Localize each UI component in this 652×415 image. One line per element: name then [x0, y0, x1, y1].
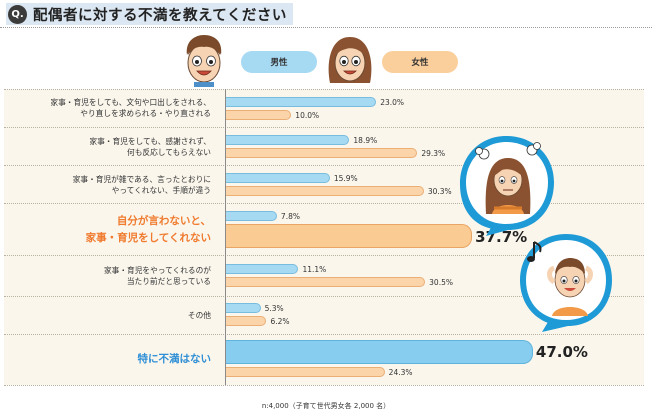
value-label-male: 11.1%	[302, 265, 327, 274]
bar-male	[226, 173, 330, 183]
bar-male	[226, 135, 350, 145]
row-separator	[4, 334, 644, 335]
value-label-female: 10.0%	[295, 111, 320, 120]
anger-puff-icon	[475, 142, 541, 160]
bar-female	[226, 367, 385, 377]
category-label: 家事・育児が雑である、言ったとおりに やってくれない、手順が違う	[72, 175, 211, 195]
bar-female	[226, 224, 473, 248]
annoyed-woman-icon	[485, 158, 531, 214]
value-label-male: 5.3%	[264, 304, 284, 313]
legend-female: 女性	[382, 51, 458, 73]
value-label-female: 6.2%	[270, 317, 290, 326]
bar-female	[226, 316, 267, 326]
bar-female	[226, 110, 292, 120]
category-label: その他	[187, 311, 211, 320]
bar-male	[226, 97, 377, 107]
category-label: 家事・育児をしても、感謝されず、 何も反応してもらえない	[89, 137, 211, 157]
row-separator	[4, 127, 644, 128]
music-note-icon	[527, 241, 542, 262]
value-label-female: 30.5%	[429, 278, 453, 287]
question-header: Q. 配偶者に対する不満を教えてください	[6, 3, 293, 25]
male-face-icon	[186, 35, 222, 87]
bar-male	[226, 340, 533, 364]
row-separator	[4, 255, 644, 256]
legend-male: 男性	[241, 51, 317, 73]
row-separator	[4, 296, 644, 297]
bar-male	[226, 264, 299, 274]
value-label-male: 47.0%	[535, 343, 588, 361]
value-label-female: 29.3%	[421, 149, 446, 158]
bar-female	[226, 186, 424, 196]
relaxed-man-icon	[547, 258, 593, 316]
row-separator	[4, 165, 644, 166]
bar-female	[226, 148, 418, 158]
annoyed-woman-bubble	[460, 136, 554, 236]
title-divider	[0, 27, 652, 28]
row-separator	[4, 203, 644, 204]
bar-male	[226, 211, 277, 221]
row-separator	[4, 385, 644, 386]
relaxed-man-bubble	[520, 234, 612, 332]
bar-male	[226, 303, 261, 313]
value-label-male: 18.9%	[353, 136, 378, 145]
value-label-male: 15.9%	[333, 174, 358, 183]
value-label-male: 7.8%	[280, 212, 300, 221]
page-title: 配偶者に対する不満を教えてください	[33, 7, 287, 24]
bar-female	[226, 277, 426, 287]
category-label: 特に不満はない	[137, 353, 212, 365]
value-label-female: 30.3%	[427, 187, 452, 196]
category-label: 家事・育児をやってくれるのが 当たり前だと思っている	[103, 266, 211, 286]
row-separator	[4, 89, 644, 90]
female-face-icon	[328, 37, 372, 83]
category-label: 家事・育児をしても、文句や口出しをされる、 やり直しを求められる・やり直される	[50, 98, 211, 118]
category-label: 自分が言わないと、 家事・育児をしてくれない	[85, 215, 211, 244]
value-label-female: 24.3%	[388, 368, 413, 377]
value-label-male: 23.0%	[380, 98, 405, 107]
question-badge: Q.	[8, 4, 27, 24]
sample-footnote: n:4,000（子育て世代男女各 2,000 名）	[261, 402, 391, 410]
value-axis	[225, 89, 226, 385]
